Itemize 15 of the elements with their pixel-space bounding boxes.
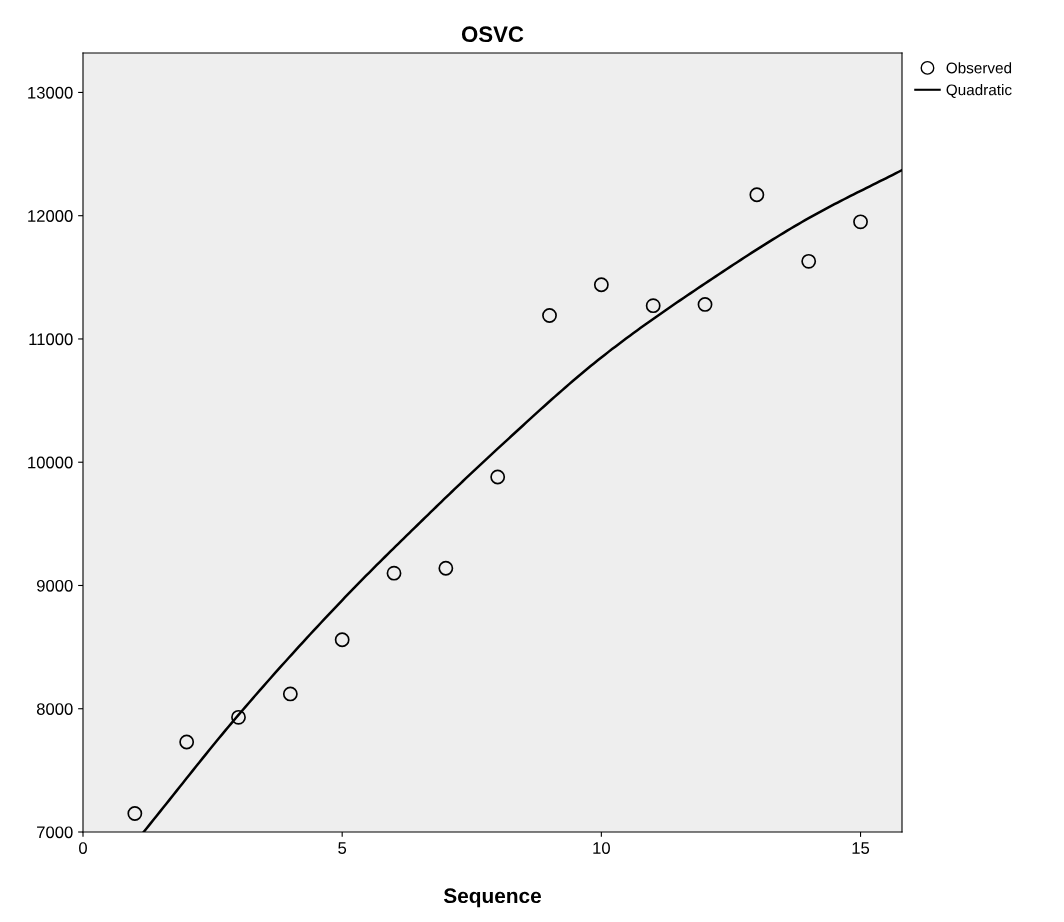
- y-tick-label: 10000: [28, 456, 73, 469]
- legend-label: Observed: [946, 62, 1012, 74]
- y-tick-label: 7000: [37, 826, 73, 839]
- chart-title: OSVC: [461, 26, 524, 43]
- y-tick-label: 8000: [36, 703, 73, 715]
- y-tick-label: 12000: [28, 210, 73, 222]
- x-axis-title: Sequence: [443, 888, 541, 908]
- y-tick-label: 13000: [28, 86, 73, 99]
- x-tick-label: 0: [79, 842, 87, 854]
- x-tick-label: 10: [593, 842, 610, 854]
- legend-label: Quadratic: [946, 84, 1012, 98]
- x-tick-label: 5: [338, 842, 347, 854]
- y-tick-label: 11000: [29, 333, 73, 346]
- x-tick-label: 15: [852, 842, 870, 854]
- y-tick-label: 9000: [36, 579, 73, 592]
